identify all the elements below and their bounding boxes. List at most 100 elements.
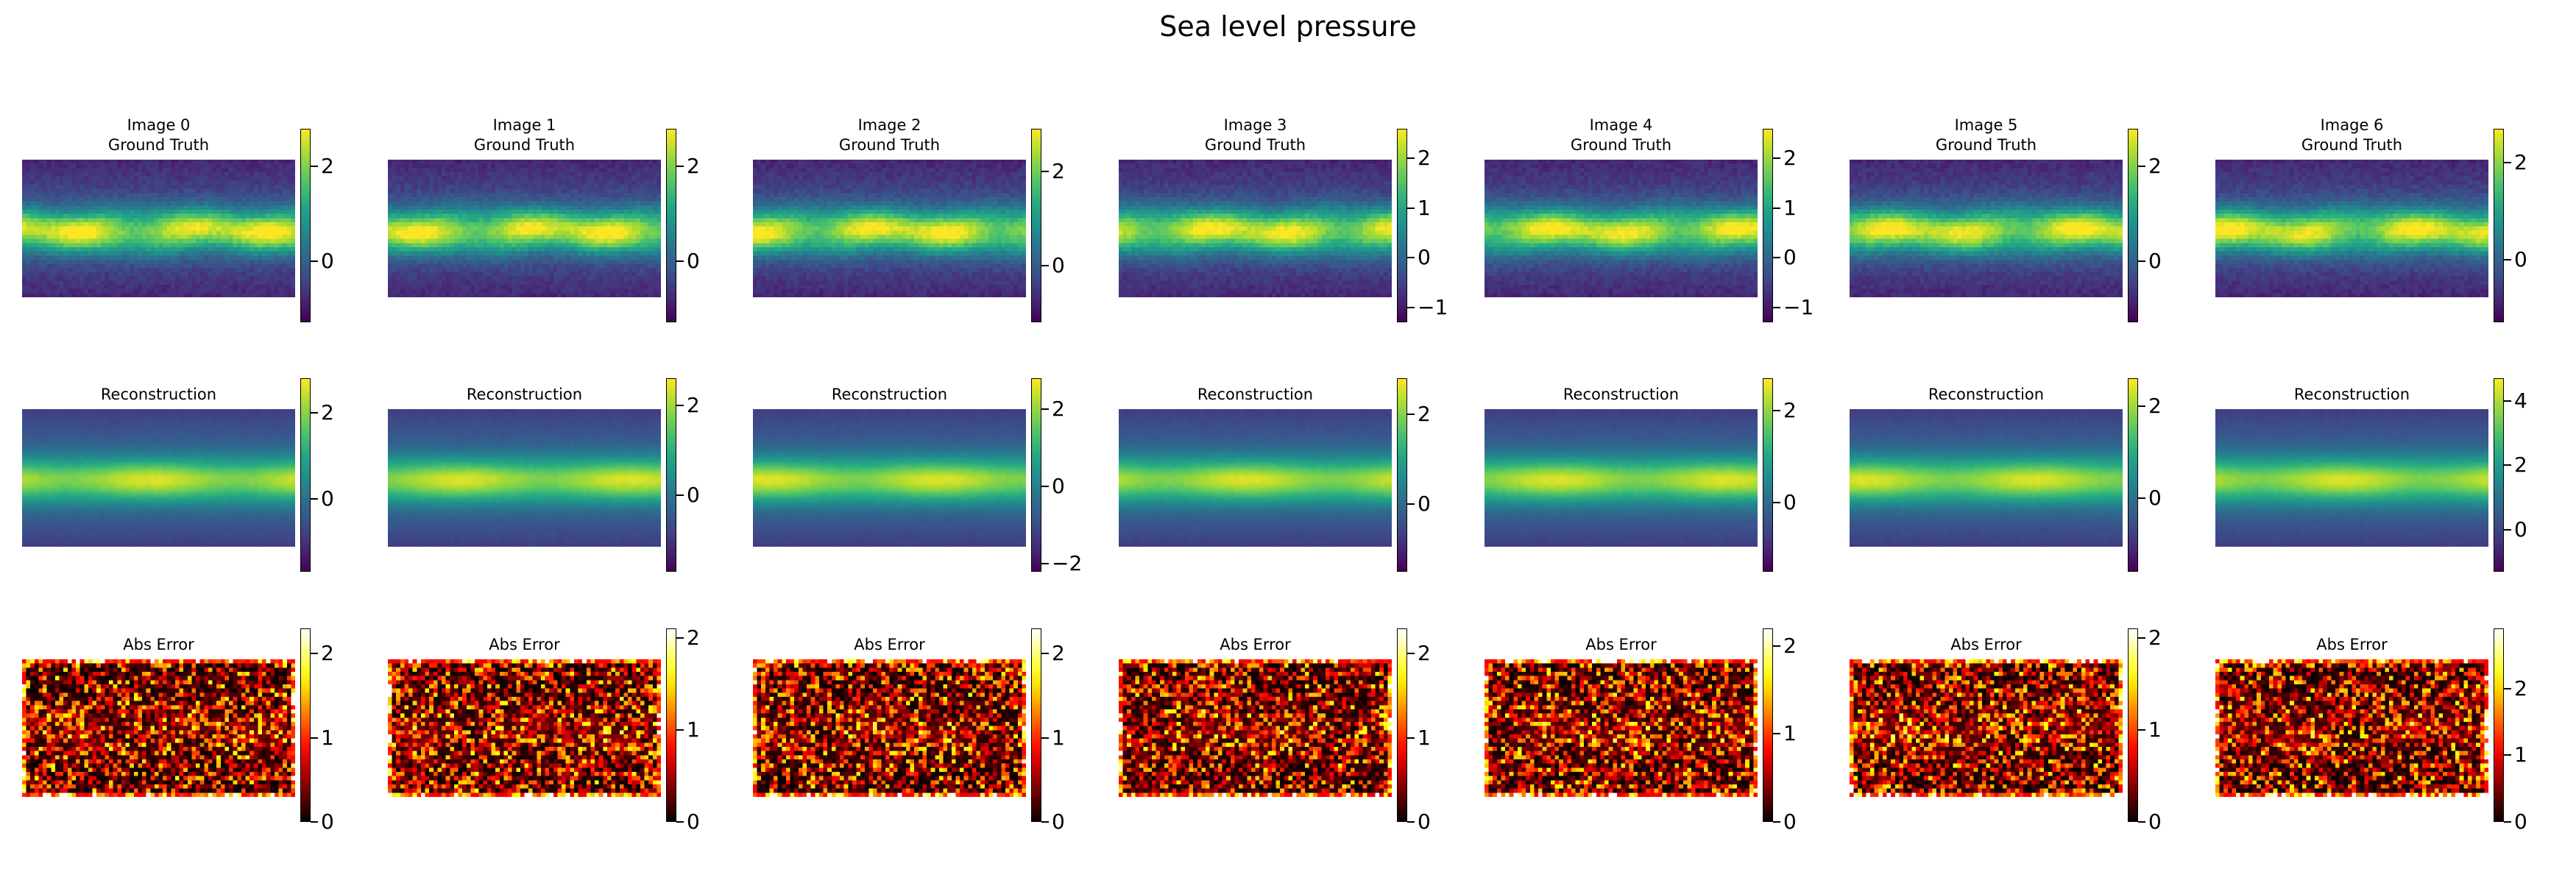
heatmap-canvas [1119,409,1392,547]
colorbar-tick [676,821,684,823]
colorbar-tick [1773,157,1780,160]
colorbar-tick-label: 2 [321,400,334,425]
colorbar-tick [2138,728,2145,731]
panel-title: Image 2 Ground Truth [838,116,941,154]
heatmap-rec-2 [753,409,1026,547]
colorbar-tick [1407,653,1415,655]
colorbar-tick-label: 2 [1783,633,1797,658]
colorbar-gt-3 [1397,129,1407,322]
heatmap-rec-4 [1485,409,1758,547]
panel-title: Reconstruction [1928,386,2045,403]
colorbar-err-0 [300,628,311,822]
colorbar-rec-3 [1397,378,1407,572]
heatmap-rec-5 [1850,409,2123,547]
colorbar-tick [1041,737,1049,739]
heatmap-canvas [1119,659,1392,797]
colorbar-err-1 [666,628,676,822]
colorbar-tick-label: 2 [321,641,334,666]
heatmap-err-0 [22,659,295,797]
colorbar-tick-label: 2 [2514,453,2527,478]
colorbar-tick-label: 0 [1418,245,1431,270]
colorbar-tick [1041,821,1049,823]
panel-title: Image 6 Ground Truth [2301,116,2403,154]
colorbar-tick-label: 1 [2514,742,2527,767]
colorbar-tick-label: 4 [2514,388,2527,413]
colorbar-gt-0 [300,129,311,322]
colorbar-tick [1773,733,1780,735]
colorbar-tick-label: 2 [687,625,700,650]
colorbar-tick-label: 0 [1052,253,1065,278]
colorbar-tick-label: 2 [2148,625,2162,650]
colorbar-gt-5 [2128,129,2138,322]
colorbar-tick [676,260,684,262]
panel-title: Abs Error [1220,636,1291,653]
colorbar-tick-label: 2 [1783,397,1797,422]
colorbar-tick-label: 2 [1052,641,1065,666]
heatmap-canvas [22,160,295,297]
heatmap-canvas [753,160,1026,297]
colorbar-tick [2504,464,2511,467]
colorbar-tick [1407,306,1415,308]
panel-title: Reconstruction [466,386,583,403]
panel-title: Abs Error [489,636,560,653]
colorbar-err-2 [1031,628,1041,822]
colorbar-tick-label: −1 [1783,294,1814,319]
colorbar-err-4 [1763,628,1773,822]
colorbar-tick [2138,821,2145,823]
colorbar-tick [311,821,318,823]
colorbar-tick [676,636,684,639]
colorbar-tick-label: 0 [1783,809,1797,834]
colorbar-tick-label: 0 [321,486,334,511]
colorbar-tick [1041,265,1049,267]
colorbar-tick [1041,408,1049,411]
colorbar-tick-label: 0 [687,483,700,508]
colorbar-tick-label: 0 [1052,809,1065,834]
colorbar-tick-label: 0 [321,248,334,273]
heatmap-gt-6 [2215,160,2488,297]
heatmap-err-2 [753,659,1026,797]
heatmap-canvas [388,659,661,797]
colorbar-err-3 [1397,628,1407,822]
panel-title: Reconstruction [100,386,217,403]
heatmap-gt-0 [22,160,295,297]
heatmap-canvas [22,659,295,797]
colorbar-tick [676,728,684,731]
colorbar-tick-label: 1 [1052,725,1065,750]
colorbar-tick [2138,497,2145,499]
colorbar-tick [1407,257,1415,259]
colorbar-tick-label: 0 [2148,485,2162,510]
heatmap-canvas [1850,409,2123,547]
colorbar-tick [311,166,318,168]
panel-title: Reconstruction [831,386,948,403]
colorbar-tick [311,653,318,655]
colorbar-tick-label: 0 [1418,809,1431,834]
colorbar-tick-label: 0 [2148,248,2162,273]
colorbar-tick-label: 0 [1783,490,1797,515]
heatmap-err-4 [1485,659,1758,797]
colorbar-err-6 [2494,628,2504,822]
colorbar-tick-label: 2 [1783,146,1797,171]
heatmap-err-5 [1850,659,2123,797]
heatmap-gt-2 [753,160,1026,297]
heatmap-rec-1 [388,409,661,547]
colorbar-tick-label: 2 [1418,401,1431,426]
heatmap-canvas [1485,160,1758,297]
colorbar-tick [1773,409,1780,411]
colorbar-tick [676,166,684,168]
colorbar-tick [311,737,318,739]
colorbar-tick-label: 2 [2514,150,2527,175]
heatmap-rec-6 [2215,409,2488,547]
colorbar-tick [1407,821,1415,823]
heatmap-canvas [1850,160,2123,297]
figure-title: Sea level pressure [1159,10,1417,43]
colorbar-tick-label: 1 [2148,717,2162,742]
colorbar-tick-label: 1 [687,717,700,742]
heatmap-canvas [2215,409,2488,547]
colorbar-tick [1773,306,1780,308]
colorbar-tick [1407,207,1415,209]
heatmap-err-1 [388,659,661,797]
colorbar-tick-label: 0 [321,809,334,834]
colorbar-tick-label: 2 [2514,675,2527,701]
heatmap-gt-4 [1485,160,1758,297]
